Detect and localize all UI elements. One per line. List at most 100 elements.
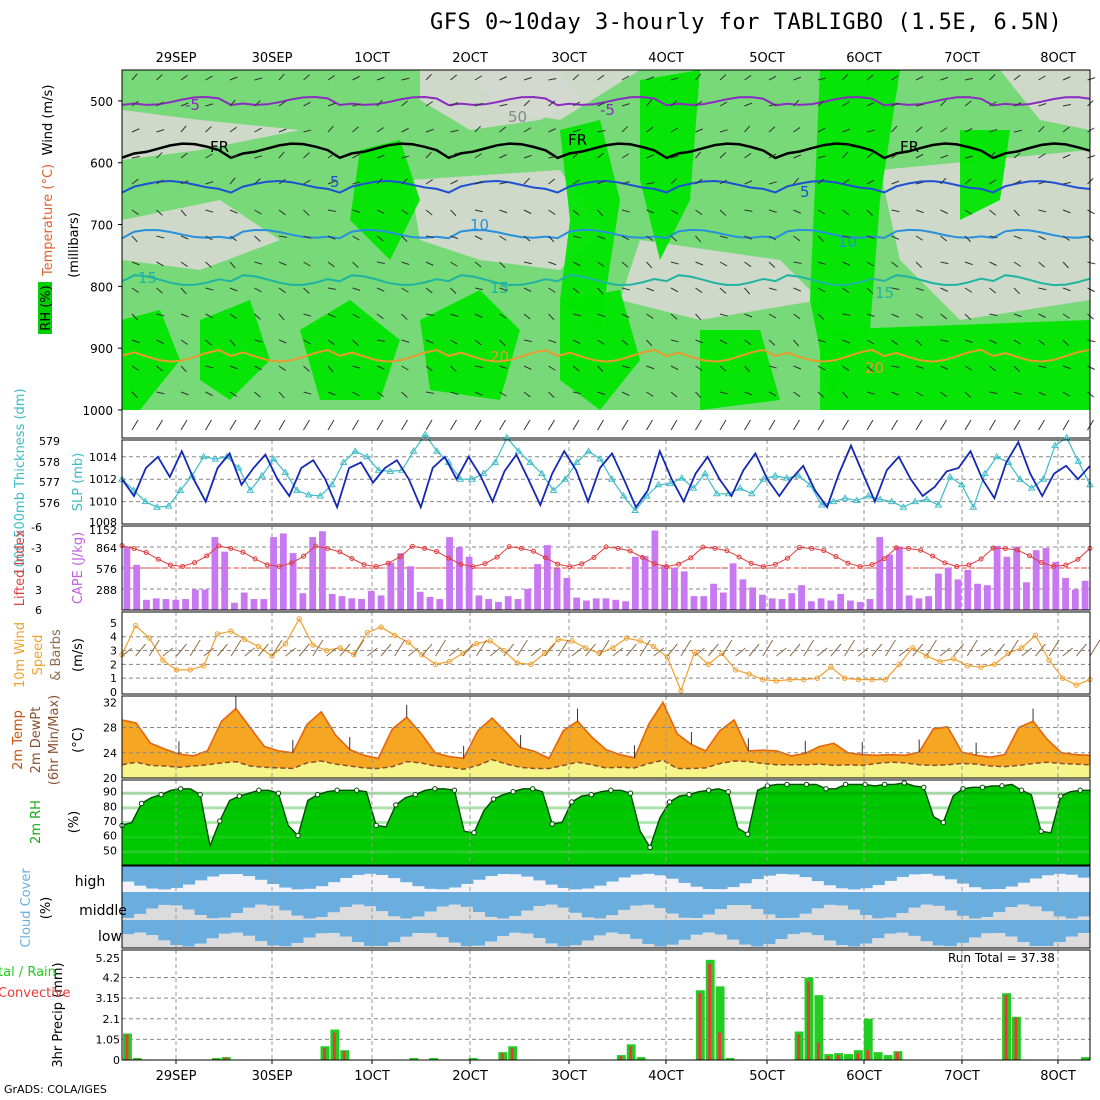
rh-frame [121,779,1091,866]
wind-barb [180,287,187,295]
wind-barb [425,128,434,133]
wind-barb [180,209,187,217]
slp-frame [121,439,1091,525]
cloud-gap [279,910,292,920]
cape-bar [172,599,180,610]
date-tick-bottom: 3OCT [551,1069,587,1084]
rh-point [471,830,477,836]
wind-barb [768,103,777,107]
cape-bar [152,598,160,610]
wind-speed-point [323,647,330,654]
wind-barb [646,261,653,269]
wind-barb [131,287,139,293]
wind-barb [180,365,187,373]
wind-barb [229,76,238,81]
cloud-block [787,866,801,875]
cloud-gap [956,915,970,920]
rh-band [122,791,1090,795]
wind-barb [768,287,777,291]
wind-barb [646,235,654,241]
wind-barb [523,177,530,185]
wind-speed-point [501,647,507,654]
wind-barb [621,419,629,431]
surface-wind-barb [257,643,269,657]
contour-label: FR [210,138,229,156]
cloud-gap [981,917,994,920]
cape-bar [1062,577,1069,610]
wind-barb [401,127,409,133]
cloud-block [751,892,764,909]
cape-bar [358,599,365,610]
cloud-gap [521,933,534,948]
cloud-gap [811,935,825,948]
cloud-block [1041,892,1055,912]
wind-barb [793,391,801,397]
temp-area [122,702,1090,778]
wind-barb [621,75,630,81]
wind-barb [474,153,482,159]
wind-barb [817,127,826,133]
wind-barb [817,287,826,293]
cloud-block [1017,920,1030,943]
rh-moist-area [820,320,1090,410]
contour-label: 15 [138,269,157,287]
wind-barb [327,235,336,240]
cloud-gap [606,915,619,920]
wind-barb [401,209,409,215]
wind-barb [401,419,408,431]
wind-barb [744,209,753,212]
thickness-point [234,464,243,471]
cloud-gap [1065,918,1079,920]
cloud-gap [448,942,462,948]
wind-barb [646,99,653,107]
wind-barb [989,419,996,431]
cloud-block [956,920,970,943]
wind-barb [1013,261,1021,267]
wind-barb [131,73,138,81]
wind-barb [352,261,359,268]
cloud-block [364,866,377,874]
li-line [121,545,1091,568]
wind-barb [474,391,483,396]
wind-barb [499,126,507,133]
cloud-block [739,920,752,945]
surface-wind-barb [612,647,624,657]
cloud-gap [1029,946,1043,948]
cloud-gap [485,916,498,920]
cloud-block [630,866,643,875]
li-point [809,545,815,551]
wind-barb [842,419,849,431]
pressure-tick-label: 800 [90,280,113,294]
surface-wind-barb [271,639,283,657]
rh-dry-area [420,70,580,130]
rh-dry-area [880,150,1090,320]
cloud-gap [993,932,1006,948]
cloud-gap [654,946,667,948]
wind-barb [670,209,679,215]
cape-bar [847,600,854,610]
wind-barb [621,339,629,346]
wind-barb [229,177,236,185]
cloud-block [799,892,813,914]
rh-point [490,796,497,802]
cloud-block [618,920,631,935]
cloud-block [872,866,885,886]
surface-wind-barb [1035,643,1046,657]
wind-barb [646,287,655,292]
cloud-block [593,866,607,886]
cloud-block [932,866,946,876]
wind-barb [1038,365,1047,369]
wind-barb [450,313,459,317]
surface-wind-barb [353,639,365,657]
wind-barb [597,209,604,217]
cloud-block [896,866,909,877]
cloud-gap [908,907,922,920]
li-point [639,554,645,560]
wind-speed-point [337,645,343,651]
wind-speed-point [760,676,766,683]
wind-axis-title-2: Speed [31,635,46,676]
thickness-point [176,486,185,493]
wind-barb [327,125,334,133]
wind-barb [646,126,654,133]
wind-barb [156,391,165,395]
